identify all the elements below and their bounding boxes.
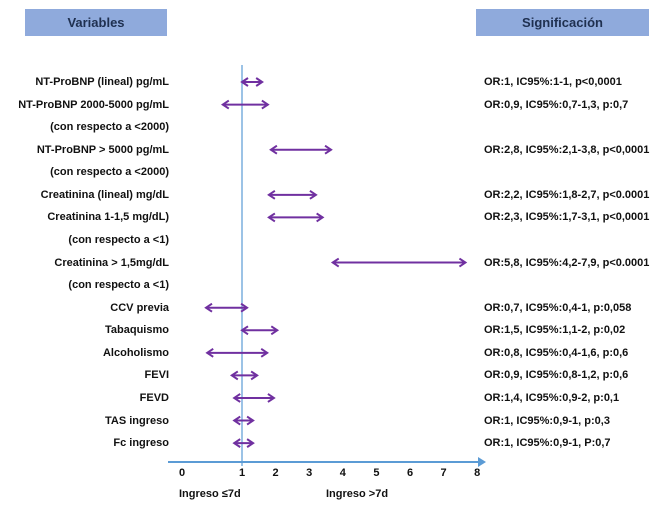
- row-label: CCV previa: [110, 301, 169, 314]
- row-label: Creatinina (lineal) mg/dL: [40, 188, 169, 201]
- x-tick-label: 4: [339, 467, 346, 479]
- ci-arrow: [220, 99, 270, 110]
- row-label: Fc ingreso: [113, 437, 169, 450]
- row-label: Tabaquismo: [105, 324, 169, 337]
- row-result: OR:1, IC95%:0,9-1, p:0,3: [484, 414, 610, 427]
- ci-arrow: [232, 393, 276, 403]
- ci-arrow: [204, 302, 249, 313]
- ci-arrow: [269, 144, 333, 155]
- row-label: TAS ingreso: [105, 414, 169, 427]
- row-label: NT-ProBNP (lineal) pg/mL: [35, 76, 169, 88]
- x-tick-label: 8: [474, 467, 481, 479]
- x-tick-label: 5: [373, 467, 380, 479]
- ci-arrow: [205, 348, 270, 358]
- row-result: OR:0,8, IC95%:0,4-1,6, p:0,6: [484, 346, 629, 359]
- row-label: NT-ProBNP 2000-5000 pg/mL: [18, 98, 169, 111]
- x-tick-label: 2: [272, 467, 279, 479]
- row-result: OR:0,9, IC95%:0,8-1,2, p:0,6: [484, 369, 629, 382]
- variables-header: Variables: [25, 9, 167, 36]
- row-result: OR:2,3, IC95%:1,7-3,1, p<0,0001: [484, 211, 650, 224]
- row-result: OR:2,2, IC95%:1,8-2,7, p<0.0001: [484, 188, 650, 201]
- significance-header: Significación: [476, 9, 649, 36]
- x-tick-label: 7: [440, 467, 447, 479]
- row-label: Creatinina > 1,5mg/dL: [54, 256, 169, 269]
- row-label: FEVI: [144, 369, 169, 382]
- row-result: OR:2,8, IC95%:2,1-3,8, p<0,0001: [484, 143, 650, 156]
- row-label: (con respecto a <1): [68, 279, 169, 292]
- row-result: OR:0,7, IC95%:0,4-1, p:0,058: [484, 301, 632, 314]
- footer-left-label: Ingreso ≤7d: [179, 488, 241, 500]
- row-label: NT-ProBNP > 5000 pg/mL: [36, 143, 169, 156]
- footer-right-label: Ingreso >7d: [326, 488, 389, 500]
- ci-arrow: [267, 212, 325, 223]
- row-label: FEVD: [139, 391, 169, 404]
- ci-arrow: [232, 438, 255, 448]
- ci-arrow: [240, 77, 264, 87]
- ci-arrow: [232, 415, 255, 426]
- x-tick-label: 1: [238, 467, 246, 479]
- row-result: OR:5,8, IC95%:4,2-7,9, p<0.0001: [484, 256, 650, 269]
- row-label: Creatinina 1-1,5 mg/dL): [47, 211, 169, 224]
- ci-arrow: [330, 257, 468, 268]
- ci-arrow: [240, 325, 280, 336]
- x-tick-label: 6: [406, 467, 414, 479]
- row-result: OR:1,5, IC95%:1,1-2, p:0,02: [484, 324, 626, 337]
- x-tick-label: 0: [178, 467, 186, 479]
- ci-arrow: [267, 190, 318, 200]
- row-label: (con respecto a <2000): [50, 166, 169, 179]
- row-result: OR:1, IC95%:1-1, p<0,0001: [484, 76, 622, 88]
- ci-arrow: [229, 370, 259, 381]
- x-tick-label: 3: [306, 467, 313, 479]
- row-label: Alcoholismo: [102, 346, 169, 359]
- row-result: OR:0,9, IC95%:0,7-1,3, p:0,7: [484, 98, 629, 111]
- row-label: (con respecto a <1): [68, 233, 169, 246]
- row-result: OR:1, IC95%:0,9-1, P:0,7: [484, 437, 611, 450]
- x-axis-arrowhead: [478, 457, 486, 467]
- row-result: OR:1,4, IC95%:0,9-2, p:0,1: [484, 391, 620, 404]
- row-label: (con respecto a <2000): [50, 121, 169, 134]
